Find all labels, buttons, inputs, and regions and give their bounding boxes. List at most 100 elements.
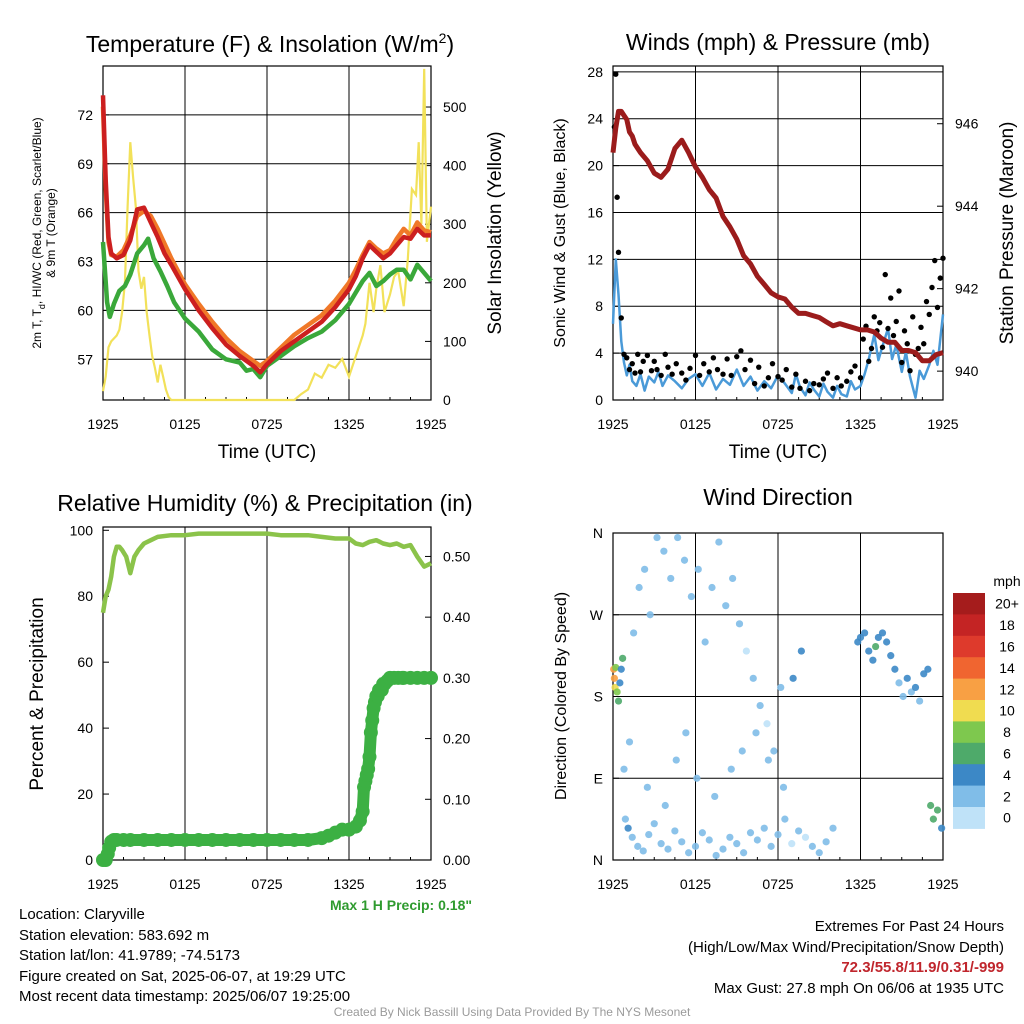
gust-point	[937, 275, 943, 281]
wind-direction-point	[899, 692, 907, 701]
colorbar-label: 16	[999, 639, 1015, 655]
precip-point	[424, 670, 438, 685]
gust-point	[683, 377, 689, 383]
y2-tick-label: 400	[443, 158, 467, 174]
x-tick-label: 1925	[927, 876, 958, 892]
created-text: Figure created on Sat, 2025-06-07, at 19…	[19, 967, 346, 985]
gust-point	[923, 298, 930, 305]
wind-direction-point	[781, 815, 789, 823]
wind-direction-point	[645, 830, 653, 839]
x-tick-label: 1325	[333, 876, 364, 892]
wind-direction-point	[680, 556, 689, 564]
wind-direction-point	[729, 574, 737, 583]
wind-direction-point	[774, 830, 782, 839]
y-tick-label: 12	[587, 251, 603, 267]
y-tick-label: 16	[587, 204, 603, 220]
wind-direction-point	[740, 849, 748, 857]
precip-point	[355, 804, 370, 819]
recent-data-text: Most recent data timestamp: 2025/06/07 1…	[19, 988, 351, 1005]
gust-point	[868, 345, 875, 352]
colorbar-swatch	[953, 678, 985, 701]
temp-2m-line	[100, 95, 431, 375]
wind-direction-point	[927, 801, 935, 810]
colorbar-title: mph	[993, 573, 1020, 589]
precip-point	[362, 749, 377, 764]
wind-direction-point	[869, 656, 877, 664]
x-tick-label: 0125	[680, 876, 711, 892]
y-tick-label: 4	[595, 345, 603, 361]
wind-direction-point	[756, 701, 764, 710]
wind-direction-point	[612, 663, 620, 672]
gust-point	[629, 360, 635, 367]
y-tick-label: 0	[595, 392, 603, 408]
x-tick-label: 0725	[251, 876, 282, 892]
gust-point	[802, 378, 809, 384]
precip-point	[137, 832, 151, 847]
x-tick-label: 1925	[87, 876, 118, 892]
wind-direction-point	[678, 838, 686, 846]
wind-direction-point	[610, 674, 618, 682]
precip-point	[363, 725, 378, 740]
wind-direction-point	[708, 583, 716, 592]
gust-point	[907, 368, 913, 374]
wind-direction-point	[685, 849, 693, 857]
max-precip-annotation: Max 1 H Precip: 0.18"	[330, 897, 472, 913]
wind-direction-point	[770, 747, 778, 755]
extremes-info: Extremes For Past 24 Hours (High/Low/Max…	[688, 917, 1004, 999]
chart-title: Winds (mph) & Pressure (mb)	[626, 29, 930, 55]
wind-direction-point	[763, 720, 771, 728]
gust-point	[654, 366, 660, 373]
wind-direction-point	[694, 565, 702, 573]
colorbar-swatch	[953, 764, 985, 787]
gust-point	[747, 357, 754, 363]
wind-direction-point	[628, 833, 636, 841]
wind-direction-point	[674, 533, 682, 542]
gust-point	[624, 355, 630, 361]
colorbar-swatch	[953, 635, 985, 658]
gust-point	[615, 249, 622, 256]
gust-point	[728, 372, 734, 379]
wind-direction-point	[660, 547, 668, 555]
wind-direction-point	[693, 774, 701, 782]
y-tick-label: 63	[77, 254, 93, 270]
colorbar-label: 14	[999, 660, 1015, 676]
wind-direction-point	[753, 836, 761, 844]
gust-point	[651, 358, 657, 365]
wind-direction-point	[722, 602, 730, 610]
y-tick-label: 60	[77, 302, 93, 318]
wind-direction-point	[887, 652, 895, 660]
y-tick-label: 28	[587, 64, 603, 80]
gust-point	[742, 366, 748, 373]
y-axis-label: Direction (Colored By Speed)	[553, 592, 570, 800]
y-tick-label: 40	[77, 720, 93, 736]
location-text: Location: Claryville	[19, 906, 145, 923]
chart-title: Temperature (F) & Insolation (W/m2)	[86, 30, 454, 57]
extremes-values: 72.3/55.8/11.9/0.31/-999	[841, 959, 1004, 976]
wind-direction-point	[822, 838, 830, 846]
x-tick-label: 1925	[87, 416, 118, 432]
precip-point	[164, 832, 179, 847]
gust-point	[896, 288, 902, 294]
x-tick-label: 1925	[415, 416, 446, 432]
gust-point	[635, 351, 641, 357]
gust-point	[706, 369, 712, 375]
wind-direction-point	[764, 756, 772, 764]
colorbar-swatch	[953, 807, 985, 829]
gust-point	[934, 304, 941, 311]
gust-point	[879, 344, 886, 350]
wind-direction-point	[865, 647, 873, 655]
dewpoint-line	[100, 236, 433, 380]
humidity-line	[100, 531, 432, 614]
colorbar-swatch	[953, 614, 985, 637]
wind-direction-point	[795, 827, 803, 835]
gust-point	[899, 359, 905, 366]
wind-direction-point	[641, 565, 649, 573]
wind-direction-point	[738, 747, 746, 755]
wind-direction-point	[698, 829, 706, 837]
wind-direction-point	[752, 729, 760, 737]
x-tick-label: 0725	[251, 416, 282, 432]
gust-point	[866, 358, 872, 365]
precip-point	[361, 761, 376, 776]
precip-point	[191, 832, 206, 847]
y2-tick-label: 0.50	[443, 548, 470, 564]
